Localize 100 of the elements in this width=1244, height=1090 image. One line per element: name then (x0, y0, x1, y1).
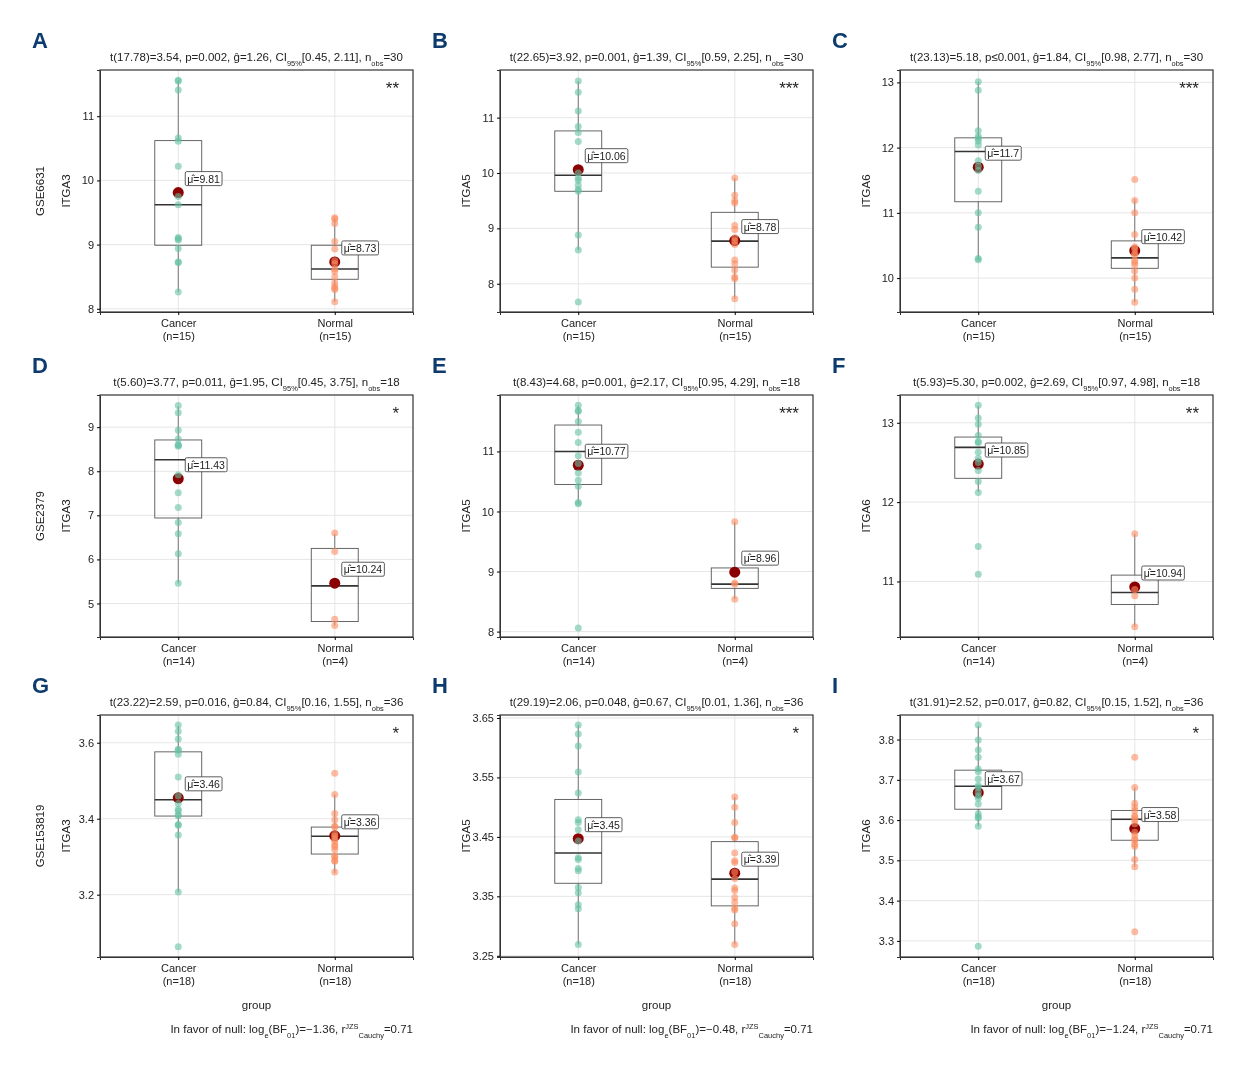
text: G (32, 673, 50, 698)
x-tick-label: Cancer (n=18) (561, 961, 597, 988)
annotation: μ̂=3.46 (187, 777, 221, 790)
y-tick-label: 8 (87, 302, 94, 315)
annotation: ** (1185, 404, 1200, 423)
y-axis-title: ITGA6 (860, 499, 872, 533)
annotation: ** (385, 79, 400, 98)
y-tick-label: 6 (87, 553, 94, 566)
annotation: μ̂=11.43 (187, 458, 226, 471)
x-tick-label: Cancer (n=18) (961, 961, 997, 988)
y-tick-label: 9 (487, 222, 494, 235)
y-tick-label: 11 (482, 445, 494, 458)
y-tick-label: 3.6 (78, 736, 94, 749)
annotation: μ̂=9.81 (187, 172, 221, 185)
annotation: *** (779, 404, 800, 423)
y-tick-label: 11 (482, 111, 494, 124)
text: E (432, 353, 447, 378)
chart-title: t(29.19)=2.06, p=0.048, ĝ=0.67, CI$_{95%}$[0.01, 1.36], n$_{obs}$=36 (509, 696, 804, 713)
y-tick-label: 11 (882, 575, 894, 588)
annotation: * (392, 404, 400, 423)
text: GSE6631 ITGA3 (34, 166, 72, 216)
y-tick-label: 3.2 (78, 888, 94, 901)
chart-title: t(31.91)=2.52, p=0.017, ĝ=0.82, CI$_{95%}$[0.15, 1.52], n$_{obs}$=36 (909, 696, 1204, 713)
text: F (832, 353, 846, 378)
text: H (432, 673, 448, 698)
annotation: μ̂=10.06 (587, 149, 626, 162)
y-tick-label: 3.3 (878, 934, 894, 947)
y-tick-label: 5 (87, 597, 94, 610)
annotation: μ̂=3.39 (743, 853, 777, 866)
x-tick-label: Cancer (n=14) (961, 641, 997, 668)
x-tick-label: Normal (n=18) (317, 961, 353, 988)
annotation: * (1192, 724, 1200, 743)
y-tick-label: 3.55 (472, 771, 494, 784)
y-tick-label: 13 (881, 76, 894, 89)
x-tick-label: Normal (n=4) (717, 641, 753, 668)
y-tick-label: 3.8 (878, 733, 894, 746)
y-tick-label: 7 (87, 509, 94, 522)
text: A (32, 28, 48, 53)
annotation: * (392, 724, 400, 743)
annotation: μ̂=10.24 (343, 563, 383, 576)
y-tick-label: 11 (882, 206, 894, 219)
y-tick-label: 13 (881, 416, 894, 429)
y-tick-label: 12 (881, 141, 894, 154)
annotation: μ̂=3.45 (587, 818, 621, 831)
y-tick-label: 8 (87, 465, 94, 478)
chart-title: t(5.60)=3.77, p=0.011, ĝ=1.95, CI$_{95%}$[0.45, 3.75], n$_{obs}$=18 (113, 376, 400, 393)
annotation: μ̂=8.78 (743, 220, 777, 233)
x-tick-label: Normal (n=18) (1117, 961, 1153, 988)
y-tick-label: 3.5 (878, 854, 894, 867)
annotation: μ̂=10.42 (1143, 230, 1183, 243)
annotation: * (792, 724, 800, 743)
y-tick-label: 11 (82, 110, 94, 123)
text: In favor of null: log$_{e}$(BF$_{01}$)=−1.36, r$^{JZS}$$_{Cauchy}$=0.71 (170, 1021, 413, 1040)
y-tick-label: 10 (481, 167, 494, 180)
text: D (32, 353, 48, 378)
y-axis-title: ITGA6 (860, 174, 872, 208)
chart-title: t(8.43)=4.68, p=0.001, ĝ=2.17, CI$_{95%}$[0.95, 4.29], n$_{obs}$=18 (512, 376, 801, 393)
annotation: μ̂=3.58 (1143, 808, 1177, 821)
chart-title: t(23.22)=2.59, p=0.016, ĝ=0.84, CI$_{95%}$[0.16, 1.55], n$_{obs}$=36 (109, 696, 404, 713)
text: C (832, 28, 848, 53)
text: In favor of null: log$_{e}$(BF$_{01}$)=−0.48, r$^{JZS}$$_{Cauchy}$=0.71 (570, 1021, 813, 1040)
y-tick-label: 3.45 (472, 830, 494, 843)
annotation: μ̂=11.7 (987, 147, 1020, 160)
x-tick-label: Cancer (n=15) (561, 316, 597, 343)
chart-title: t(22.65)=3.92, p=0.001, ĝ=1.39, CI$_{95%}$[0.59, 2.25], n$_{obs}$=30 (509, 51, 804, 68)
x-tick-label: Normal (n=4) (317, 641, 353, 668)
y-tick-label: 10 (881, 272, 894, 285)
y-axis-title: ITGA5 (460, 819, 472, 853)
y-tick-label: 9 (87, 238, 94, 251)
y-tick-label: 3.4 (78, 812, 94, 825)
x-tick-label: Normal (n=15) (317, 316, 353, 343)
x-axis-title: group (241, 999, 272, 1011)
x-tick-label: Cancer (n=15) (961, 316, 997, 343)
annotation: μ̂=8.96 (743, 552, 777, 565)
y-tick-label: 3.6 (878, 814, 894, 827)
y-tick-label: 3.25 (472, 949, 494, 962)
y-tick-label: 8 (487, 625, 494, 638)
annotation: μ̂=8.73 (343, 241, 377, 254)
x-tick-label: Cancer (n=14) (161, 641, 197, 668)
annotation: *** (779, 79, 800, 98)
annotation: μ̂=10.94 (1143, 567, 1183, 580)
annotation: *** (1179, 79, 1200, 98)
y-axis-title: ITGA6 (860, 819, 872, 853)
x-tick-label: Normal (n=15) (717, 316, 753, 343)
y-tick-label: 10 (481, 505, 494, 518)
chart-title: t(17.78)=3.54, p=0.002, ĝ=1.26, CI$_{95%}$[0.45, 2.11], n$_{obs}$=30 (110, 51, 403, 68)
y-tick-label: 9 (487, 565, 494, 578)
y-tick-label: 3.65 (472, 711, 494, 724)
y-axis-title: ITGA5 (460, 499, 472, 533)
y-tick-label: 3.4 (878, 894, 894, 907)
y-tick-label: 12 (881, 496, 894, 509)
chart-title: t(5.93)=5.30, p=0.002, ĝ=2.69, CI$_{95%}$[0.97, 4.98], n$_{obs}$=18 (912, 376, 1201, 393)
annotation: μ̂=3.67 (987, 772, 1021, 785)
text: B (432, 28, 448, 53)
y-tick-label: 10 (81, 174, 94, 187)
x-tick-label: Normal (n=18) (717, 961, 753, 988)
x-tick-label: Cancer (n=18) (161, 961, 197, 988)
text: In favor of null: log$_{e}$(BF$_{01}$)=−1.24, r$^{JZS}$$_{Cauchy}$=0.71 (970, 1021, 1213, 1040)
x-tick-label: Normal (n=15) (1117, 316, 1153, 343)
x-axis-title: group (1041, 999, 1072, 1011)
